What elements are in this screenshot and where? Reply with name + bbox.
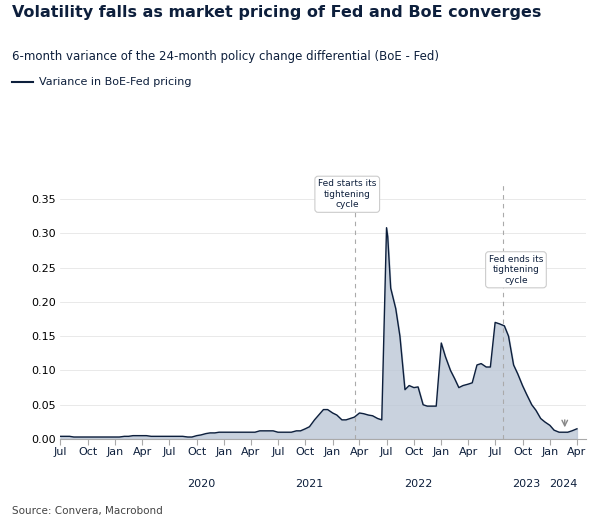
Text: 2023: 2023: [513, 479, 541, 489]
Text: Fed starts its
tightening
cycle: Fed starts its tightening cycle: [318, 179, 376, 209]
Text: Variance in BoE-Fed pricing: Variance in BoE-Fed pricing: [39, 77, 191, 87]
Text: Volatility falls as market pricing of Fed and BoE converges: Volatility falls as market pricing of Fe…: [12, 5, 541, 20]
Text: 6-month variance of the 24-month policy change differential (BoE - Fed): 6-month variance of the 24-month policy …: [12, 50, 439, 63]
Text: 2021: 2021: [295, 479, 324, 489]
Text: Source: Convera, Macrobond: Source: Convera, Macrobond: [12, 506, 163, 516]
Text: 2020: 2020: [187, 479, 215, 489]
Text: 2022: 2022: [404, 479, 432, 489]
Text: Fed ends its
tightening
cycle: Fed ends its tightening cycle: [489, 255, 543, 285]
Text: 2024: 2024: [549, 479, 577, 489]
